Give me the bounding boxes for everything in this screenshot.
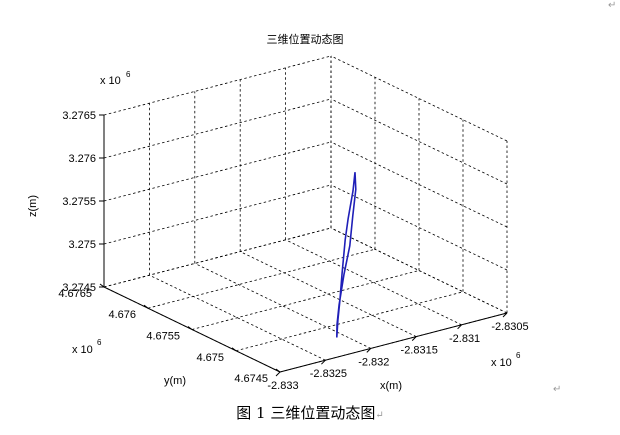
y-exponent-text: x 10: [72, 344, 93, 356]
x-tick-mark: [411, 336, 417, 341]
z-tick-label: 3.2745: [62, 282, 96, 294]
grid-line: [235, 291, 464, 352]
x-tick-label: -2.8315: [401, 345, 438, 357]
z-tick-label: 3.275: [68, 239, 96, 251]
y-axis-label: y(m): [164, 375, 186, 387]
y-tick-label: 4.6745: [234, 373, 268, 385]
y-tick-mark: [143, 304, 149, 309]
grid-line: [103, 55, 332, 116]
x-tick-label: -2.832: [358, 356, 389, 368]
grid-line: [103, 184, 332, 245]
y-tick-label: 4.6755: [146, 331, 180, 343]
y-tick-label: 4.675: [196, 352, 224, 364]
z-exponent-power: 6: [126, 70, 131, 79]
x-tick-mark: [502, 312, 508, 318]
y-exponent: x 10 6: [72, 338, 102, 356]
x-tick-label: -2.831: [449, 333, 480, 345]
chart-title: 三维位置动态图: [267, 32, 344, 46]
z-tick-label: 3.276: [68, 153, 96, 165]
z-exponent-text: x 10: [100, 75, 121, 87]
right-para-mark: ↵: [553, 384, 562, 395]
axes-box: [99, 114, 508, 377]
top-para-mark: ↵: [608, 0, 617, 11]
x-axis-line: [279, 312, 508, 373]
caption-text: 图 1 三维位置动态图: [236, 404, 376, 422]
x-exponent-text: x 10: [491, 357, 512, 369]
grid-line: [103, 227, 332, 288]
z-tick-label: 3.2755: [62, 196, 96, 208]
x-tick-mark: [457, 324, 462, 330]
grid-line: [285, 239, 462, 326]
z-exponent: x 10 6: [100, 70, 131, 87]
y-tick-mark: [231, 347, 237, 352]
grid-line: [103, 98, 332, 159]
z-tick-label: 3.2765: [62, 110, 96, 122]
x-axis-label: x(m): [380, 380, 402, 392]
grid-line: [103, 141, 332, 202]
chart-3d: 三维位置动态图 -2.833 -2.8325 -2.832 -2.8315 -2.831…: [27, 32, 529, 392]
grid-line: [147, 248, 376, 309]
grid-line: [330, 98, 508, 185]
grid-line: [330, 184, 508, 271]
x-tick-mark: [321, 359, 326, 365]
x-tick-label: -2.8305: [491, 321, 528, 333]
x-exponent-power: 6: [516, 351, 521, 360]
x-exponent: x 10 6: [491, 351, 521, 369]
x-tick-mark: [366, 348, 372, 353]
tick-labels: -2.833 -2.8325 -2.832 -2.8315 -2.831 -2.8305 4…: [58, 110, 528, 392]
y-tick-label: 4.676: [108, 309, 136, 321]
x-tick-mark: [275, 371, 281, 377]
y-tick-mark: [187, 326, 193, 330]
y-tick-label: 4.6765: [58, 288, 92, 300]
y-tick-mark: [275, 368, 281, 373]
grid-line: [191, 270, 420, 330]
trajectory-line: [336, 172, 357, 338]
x-tick-label: -2.833: [267, 380, 298, 392]
y-exponent-power: 6: [97, 338, 102, 347]
figure-caption: 图 1 三维位置动态图↵: [0, 402, 620, 423]
x-tick-label: -2.8325: [310, 368, 347, 380]
z-axis-label: z(m): [27, 195, 39, 217]
caption-para-mark: ↵: [375, 410, 384, 421]
data-series: [336, 172, 357, 338]
grid-lines: [103, 55, 508, 373]
